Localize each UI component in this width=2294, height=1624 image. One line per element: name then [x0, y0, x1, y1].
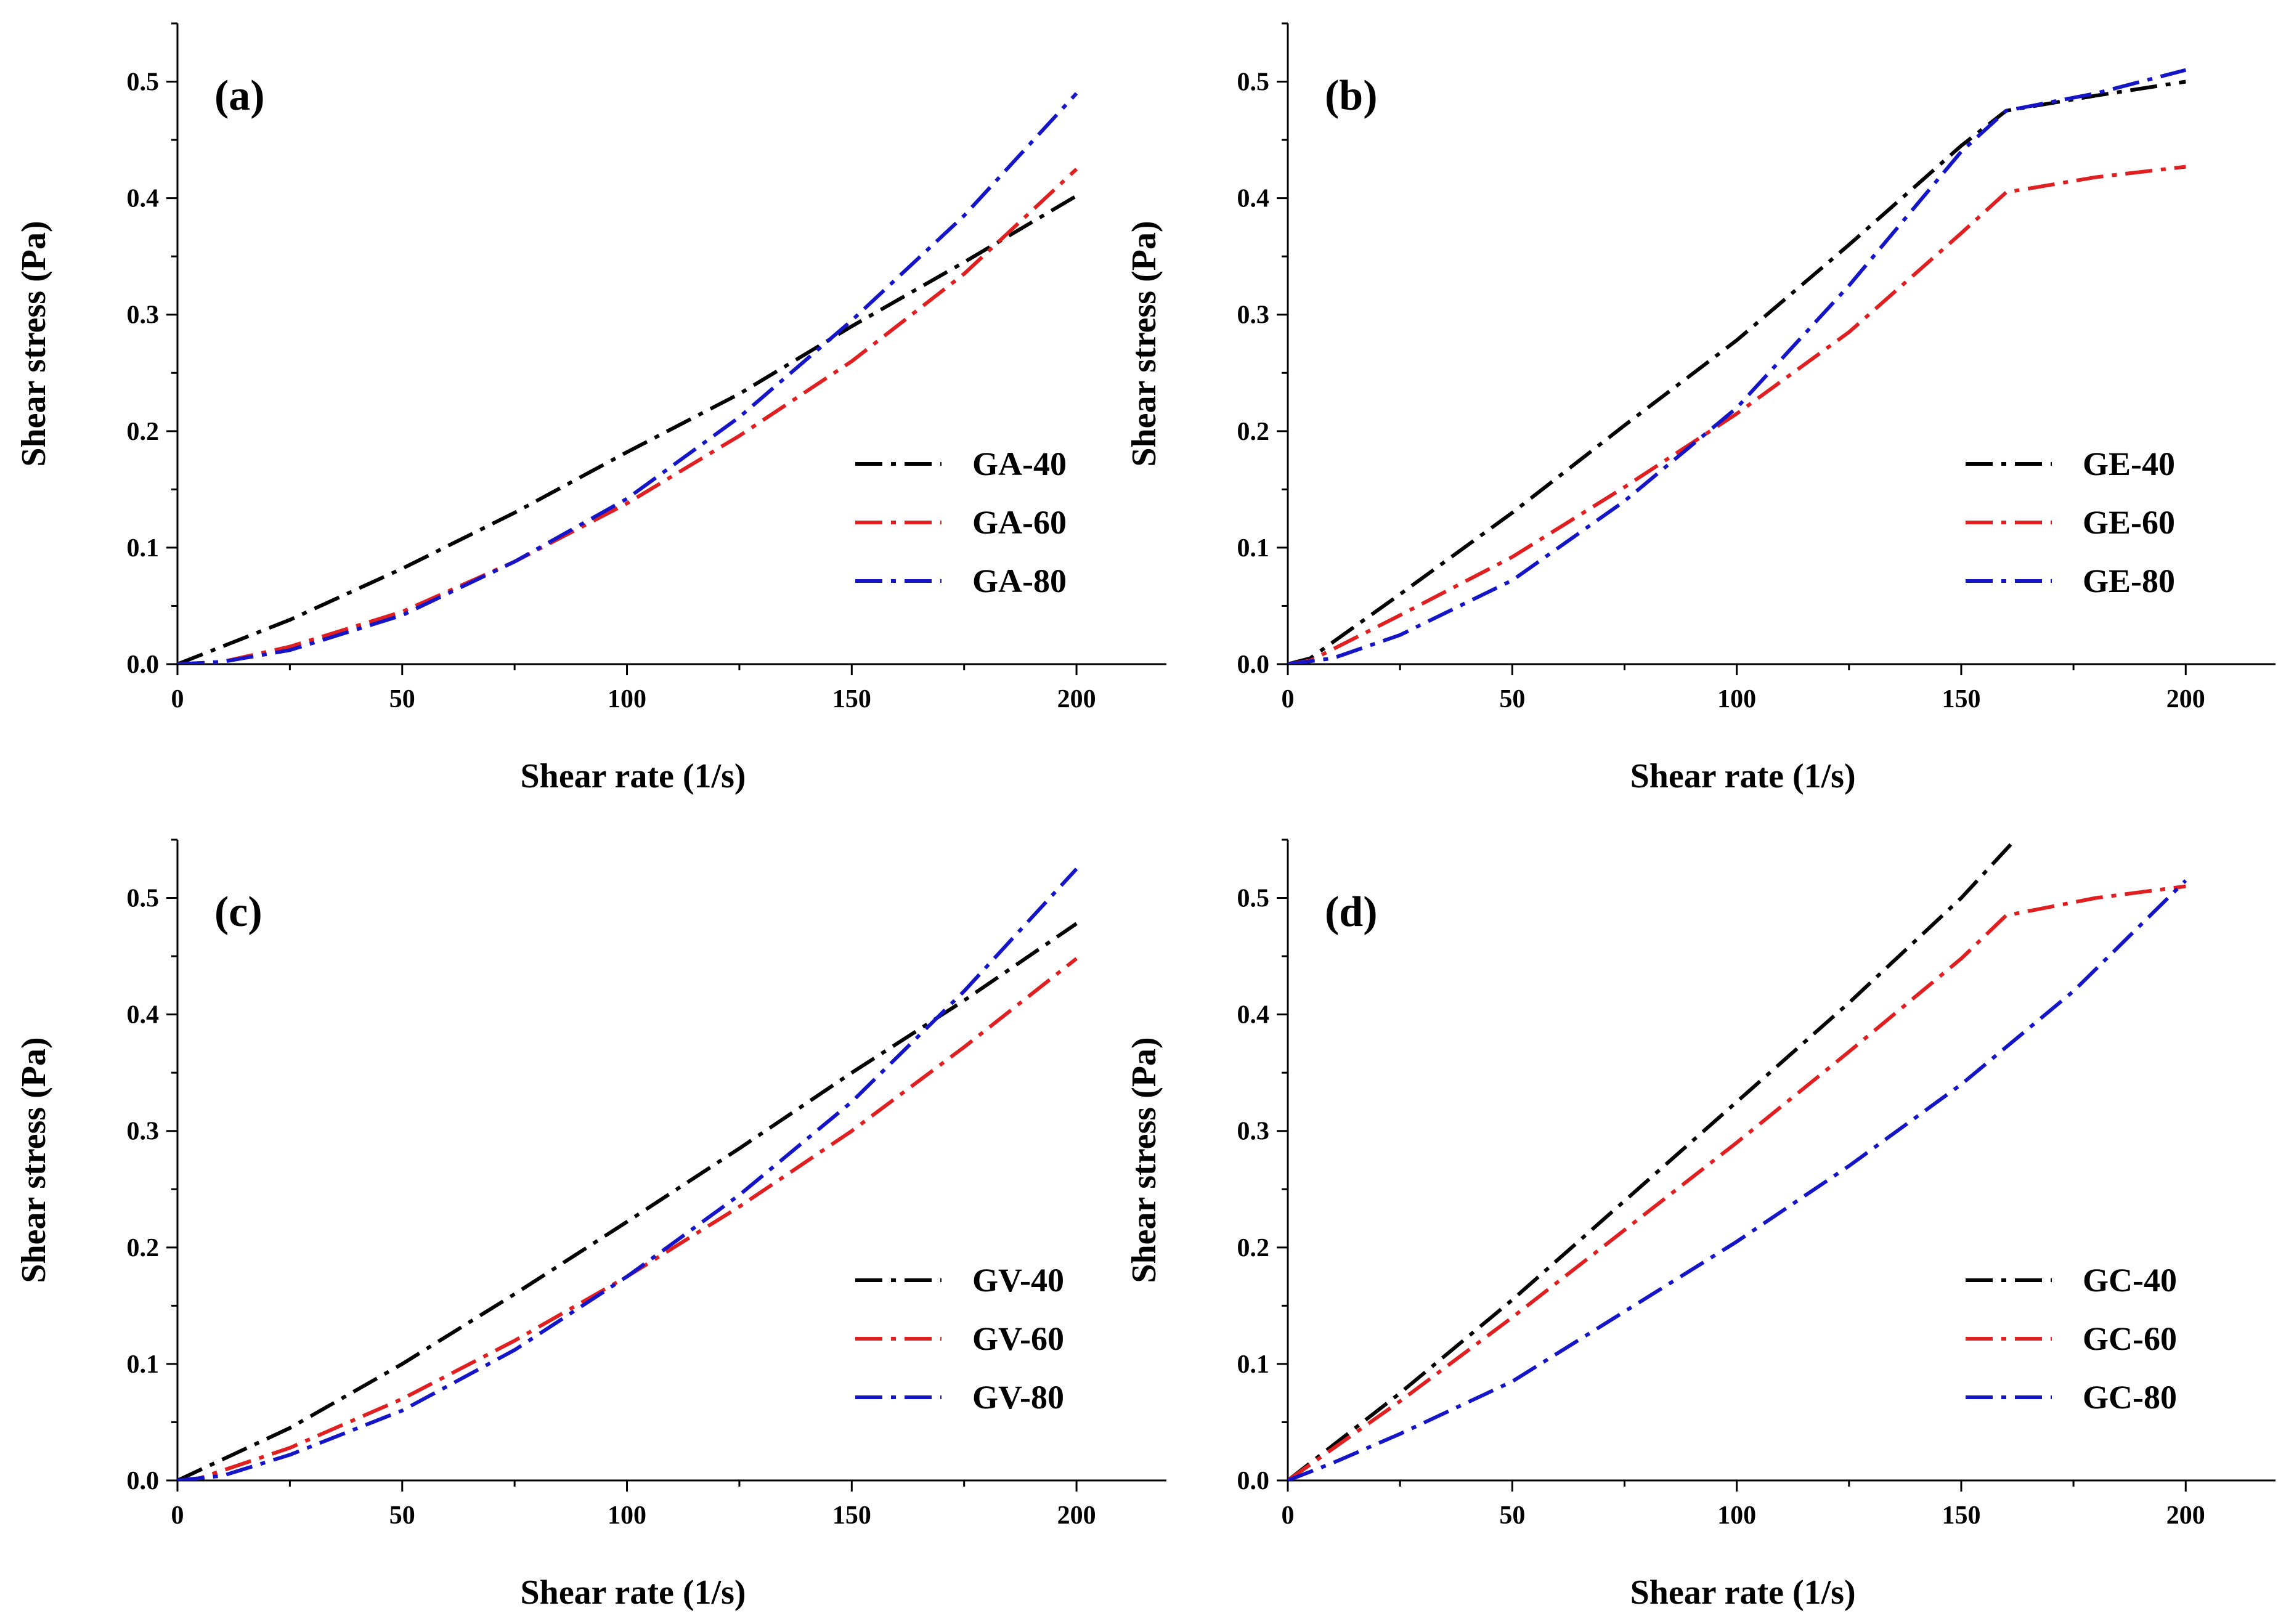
x-tick-label: 100 [1717, 685, 1756, 713]
y-tick-label: 0.5 [127, 885, 160, 913]
y-tick-label: 0.2 [127, 1234, 160, 1262]
legend-label-gv-80: GV-80 [972, 1379, 1064, 1416]
x-tick-label: 150 [1942, 685, 1980, 713]
series-group [177, 867, 1078, 1480]
legend-label-gv-60: GV-60 [972, 1320, 1064, 1357]
y-tick-label: 0.1 [127, 534, 160, 562]
x-tick-label: 0 [1282, 685, 1295, 713]
x-axis-title: Shear rate (1/s) [1630, 1573, 1856, 1612]
y-tick-label: 0.0 [127, 651, 160, 679]
x-tick-label: 150 [832, 1501, 871, 1530]
legend-label-gv-40: GV-40 [972, 1262, 1064, 1299]
series-line-ga-40 [177, 194, 1078, 664]
y-tick-label: 0.2 [127, 418, 160, 446]
y-axis-title: Shear stress (Pa) [1125, 221, 1163, 466]
series-line-ge-40 [1288, 79, 2186, 664]
x-tick-label: 0 [171, 1501, 184, 1530]
series-line-ge-60 [1288, 164, 2186, 664]
x-tick-label: 50 [1499, 1501, 1525, 1530]
x-tick-label: 50 [1499, 685, 1525, 713]
y-tick-label: 0.4 [1237, 1001, 1270, 1029]
legend-label-gc-80: GC-80 [2083, 1379, 2177, 1416]
x-axis-title: Shear rate (1/s) [521, 1573, 746, 1612]
series-line-gc-60 [1288, 884, 2186, 1480]
y-tick-label: 0.4 [127, 1001, 160, 1029]
y-axis-title: Shear stress (Pa) [15, 1037, 53, 1283]
legend-label-ge-40: GE-40 [2083, 445, 2175, 482]
x-tick-label: 0 [171, 685, 184, 713]
y-tick-label: 0.0 [1237, 651, 1270, 679]
y-axis-title: Shear stress (Pa) [1125, 1037, 1163, 1283]
y-tick-label: 0.0 [127, 1467, 160, 1495]
x-tick-label: 200 [2166, 1501, 2205, 1530]
y-tick-label: 0.3 [1237, 301, 1270, 330]
legend-label-ga-80: GA-80 [972, 562, 1067, 599]
y-tick-label: 0.1 [1237, 534, 1270, 562]
panel-label: (d) [1325, 888, 1378, 936]
y-tick-label: 0.5 [127, 68, 160, 97]
x-tick-label: 0 [1282, 1501, 1295, 1530]
y-tick-label: 0.4 [1237, 185, 1270, 213]
legend-label-ga-60: GA-60 [972, 504, 1067, 541]
chart-panel-c: 0 50 100 150 200 0.0 0.1 0.2 0.3 0.4 0.5 Shear rate… [15, 838, 1166, 1612]
x-tick-label: 50 [389, 685, 415, 713]
x-tick-label: 100 [608, 685, 646, 713]
chart-panel-b: 0 50 100 150 200 0.0 0.1 0.2 0.3 0.4 0.5 Shear rate… [1125, 22, 2276, 795]
y-tick-label: 0.3 [127, 301, 160, 330]
y-tick-label: 0.5 [1237, 885, 1270, 913]
y-tick-label: 0.1 [1237, 1350, 1270, 1379]
y-tick-label: 0.4 [127, 185, 160, 213]
y-tick-label: 0.3 [127, 1118, 160, 1146]
series-group [177, 92, 1078, 664]
y-axis-title: Shear stress (Pa) [15, 221, 53, 466]
x-tick-label: 100 [1717, 1501, 1756, 1530]
y-tick-label: 0.2 [1237, 1234, 1270, 1262]
series-line-gv-60 [177, 957, 1078, 1480]
y-tick-label: 0.2 [1237, 418, 1270, 446]
x-axis-title: Shear rate (1/s) [1630, 757, 1856, 795]
chart-panel-d: 0 50 100 150 200 0.0 0.1 0.2 0.3 0.4 0.5 Shear rate… [1125, 838, 2276, 1612]
y-tick-label: 0.1 [127, 1350, 160, 1379]
series-line-ge-80 [1288, 68, 2187, 664]
panel-label: (c) [214, 888, 262, 936]
series-group [1288, 840, 2187, 1480]
series-group [1288, 68, 2187, 664]
legend-label-gc-40: GC-40 [2083, 1262, 2177, 1299]
series-line-ga-80 [177, 92, 1078, 664]
x-tick-label: 100 [608, 1501, 646, 1530]
chart-panel-a: 0 50 100 150 200 0.0 0.1 0.2 0.3 0.4 0.5 Shear rate… [15, 22, 1166, 795]
series-line-ga-60 [177, 168, 1078, 664]
x-tick-label: 50 [389, 1501, 415, 1530]
y-tick-label: 0.3 [1237, 1118, 1270, 1146]
x-tick-label: 150 [832, 685, 871, 713]
series-line-gv-80 [177, 867, 1078, 1480]
x-tick-label: 200 [1057, 685, 1096, 713]
series-line-gc-40 [1288, 840, 2017, 1480]
panel-label: (a) [214, 72, 265, 120]
legend-label-ga-40: GA-40 [972, 445, 1067, 482]
legend-label-ge-80: GE-80 [2083, 562, 2175, 599]
x-tick-label: 200 [1057, 1501, 1096, 1530]
legend-label-ge-60: GE-60 [2083, 504, 2175, 541]
series-line-gv-40 [177, 922, 1078, 1480]
y-tick-label: 0.0 [1237, 1467, 1270, 1495]
x-tick-label: 150 [1942, 1501, 1980, 1530]
series-line-gc-80 [1288, 879, 2187, 1480]
legend-label-gc-60: GC-60 [2083, 1320, 2177, 1357]
x-axis-title: Shear rate (1/s) [521, 757, 746, 795]
panel-label: (b) [1325, 72, 1378, 120]
y-tick-label: 0.5 [1237, 68, 1270, 97]
x-tick-label: 200 [2166, 685, 2205, 713]
